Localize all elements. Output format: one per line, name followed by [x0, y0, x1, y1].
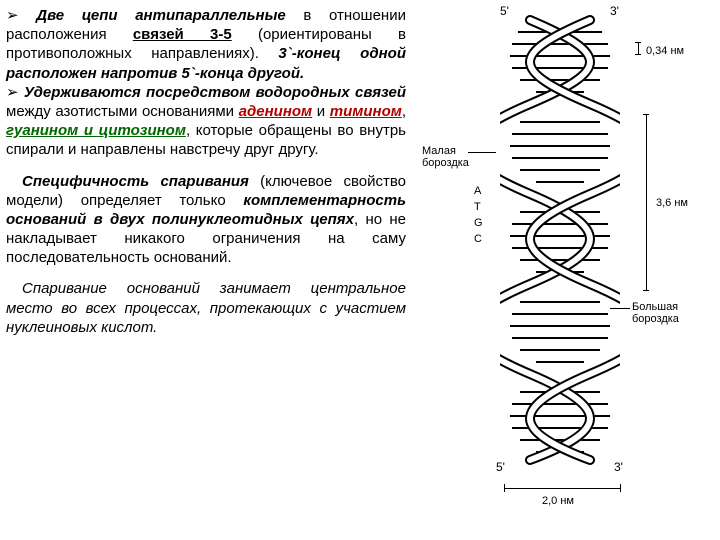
paragraph-3: Спаривание оснований занимает центрально…: [6, 279, 406, 337]
p2-text1: между азотистыми основаниями: [6, 103, 239, 120]
label-base-T: T: [474, 200, 481, 214]
p1-antiparallel: Две цепи антипараллельные: [36, 7, 286, 24]
p3-specificity: Специфичность спаривания: [22, 173, 249, 190]
label-base-G: G: [474, 216, 483, 230]
p2-thymine: тимином: [330, 103, 402, 120]
p2-hbonds: Удерживаются посредством водородных связ…: [24, 84, 406, 101]
label-034nm: 0,34 нм: [646, 44, 684, 58]
paragraph-2: Специфичность спаривания (ключевое свойс…: [6, 172, 406, 268]
p1-bonds: связей 3-5: [133, 26, 232, 43]
dim-36-t1: [643, 114, 649, 115]
dim-034-t1: [635, 42, 641, 43]
p2-adenine: аденином: [239, 103, 313, 120]
pointer-minor: [468, 152, 496, 153]
p2-comma: ,: [402, 103, 406, 120]
label-5prime-bot: 5': [496, 460, 505, 475]
pointer-major: [610, 308, 630, 309]
dim-20-t2: [620, 484, 621, 492]
paragraph-1: ➢ Две цепи антипараллельные в отношении …: [6, 6, 406, 160]
label-base-C: C: [474, 232, 482, 246]
dim-034-bar: [638, 42, 639, 54]
label-base-A: A: [474, 184, 481, 198]
bullet-icon: ➢: [6, 7, 36, 24]
label-major-groove-2: бороздка: [632, 312, 679, 326]
label-3prime-bot: 3': [614, 460, 623, 475]
text-column: ➢ Две цепи антипараллельные в отношении …: [0, 0, 410, 353]
p4-pairing: Спаривание оснований занимает центрально…: [6, 280, 406, 335]
dna-diagram: 5' 3': [414, 4, 710, 514]
dim-36-t2: [643, 290, 649, 291]
dna-helix-icon: [500, 14, 620, 466]
dim-034-t2: [635, 54, 641, 55]
p2-and1: и: [312, 103, 330, 120]
dim-20-bar: [504, 488, 620, 489]
label-20nm: 2,0 нм: [542, 494, 574, 508]
label-minor-groove-2: бороздка: [422, 156, 469, 170]
dim-20-t1: [504, 484, 505, 492]
bullet-icon: ➢: [6, 84, 24, 101]
p2-gc: гуанином и цитозином: [6, 122, 186, 139]
dim-36-bar: [646, 114, 647, 290]
label-36nm: 3,6 нм: [656, 196, 688, 210]
